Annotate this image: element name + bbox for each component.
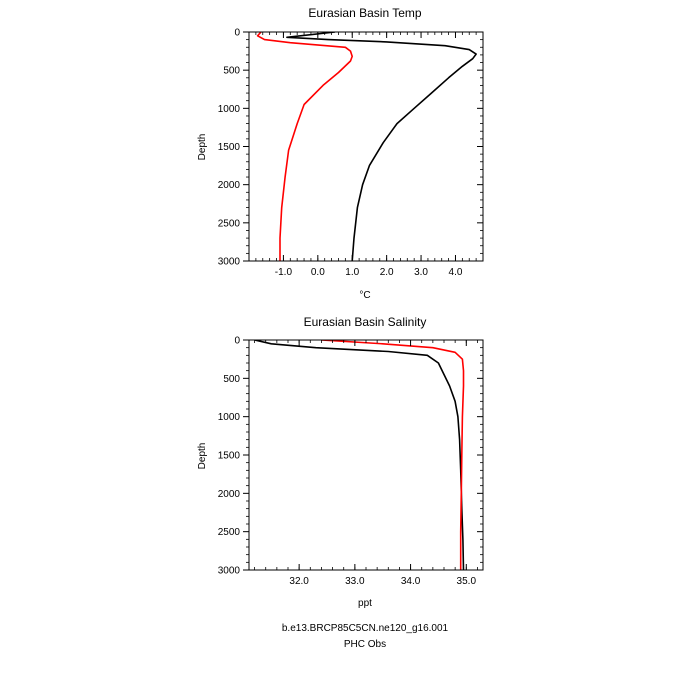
- salinity-x-axis-label: ppt: [358, 598, 372, 609]
- temperature-x-tick-label: -1.0: [275, 267, 293, 278]
- salinity-x-tick-label: 34.0: [401, 576, 421, 587]
- salinity-plot-area: 32.0 33.0 34.0 35.0 0 500 1000 1500 2000 2500 3000: [218, 336, 484, 587]
- temperature-x-tick-label: 0.0: [311, 267, 325, 278]
- salinity-model-line: [254, 340, 465, 570]
- salinity-title: Eurasian Basin Salinity: [304, 315, 427, 329]
- legend-obs-label: PHC Obs: [344, 639, 386, 650]
- temperature-plot-area: -1.0 0.0 1.0 2.0 3.0 4.0 0 500 1000 1500 2000 2500 3…: [218, 28, 484, 278]
- salinity-y-tick-label: 3000: [218, 566, 241, 577]
- temperature-x-tick-label: 4.0: [449, 267, 463, 278]
- temperature-panel: Eurasian Basin Temp -1.0 0.0 1.0 2.0 3.0 4.0 0…: [197, 6, 484, 301]
- temperature-y-axis-label: Depth: [197, 134, 208, 161]
- temperature-x-axis-label: °C: [359, 290, 370, 301]
- salinity-x-tick-label: 33.0: [345, 576, 365, 587]
- temperature-title: Eurasian Basin Temp: [308, 6, 422, 20]
- salinity-x-tick-label: 35.0: [457, 576, 477, 587]
- salinity-y-tick-label: 0: [234, 336, 240, 347]
- salinity-x-tick-label: 32.0: [289, 576, 309, 587]
- salinity-obs-line: [321, 340, 465, 570]
- salinity-panel: Eurasian Basin Salinity 32.0 33.0 34.0 35.0…: [197, 315, 484, 609]
- temperature-x-tick-label: 1.0: [345, 267, 359, 278]
- temperature-y-tick-label: 2000: [218, 180, 241, 191]
- temperature-y-tick-label: 500: [223, 66, 240, 77]
- temperature-x-tick-label: 2.0: [380, 267, 394, 278]
- temperature-y-tick-label: 2500: [218, 218, 241, 229]
- temperature-y-tick-label: 3000: [218, 257, 241, 268]
- salinity-y-tick-label: 1000: [218, 412, 241, 423]
- salinity-y-tick-label: 1500: [218, 451, 241, 462]
- salinity-y-tick-label: 500: [223, 374, 240, 385]
- temperature-y-tick-label: 1000: [218, 104, 241, 115]
- temperature-axes-frame: [248, 31, 484, 262]
- salinity-y-tick-label: 2000: [218, 489, 241, 500]
- temperature-y-tick-label: 1500: [218, 142, 241, 153]
- temperature-model-line: [286, 32, 477, 261]
- salinity-y-axis-label: Depth: [197, 443, 208, 470]
- salinity-axes-frame: [248, 339, 484, 571]
- temperature-obs-line: [256, 32, 353, 261]
- salinity-y-tick-label: 2500: [218, 527, 241, 538]
- temperature-x-tick-label: 3.0: [414, 267, 428, 278]
- temperature-y-tick-label: 0: [234, 28, 240, 39]
- legend-model-label: b.e13.BRCP85C5CN.ne120_g16.001: [282, 623, 449, 634]
